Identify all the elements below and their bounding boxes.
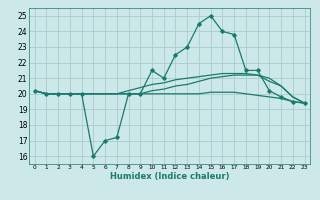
X-axis label: Humidex (Indice chaleur): Humidex (Indice chaleur) [110, 172, 229, 181]
